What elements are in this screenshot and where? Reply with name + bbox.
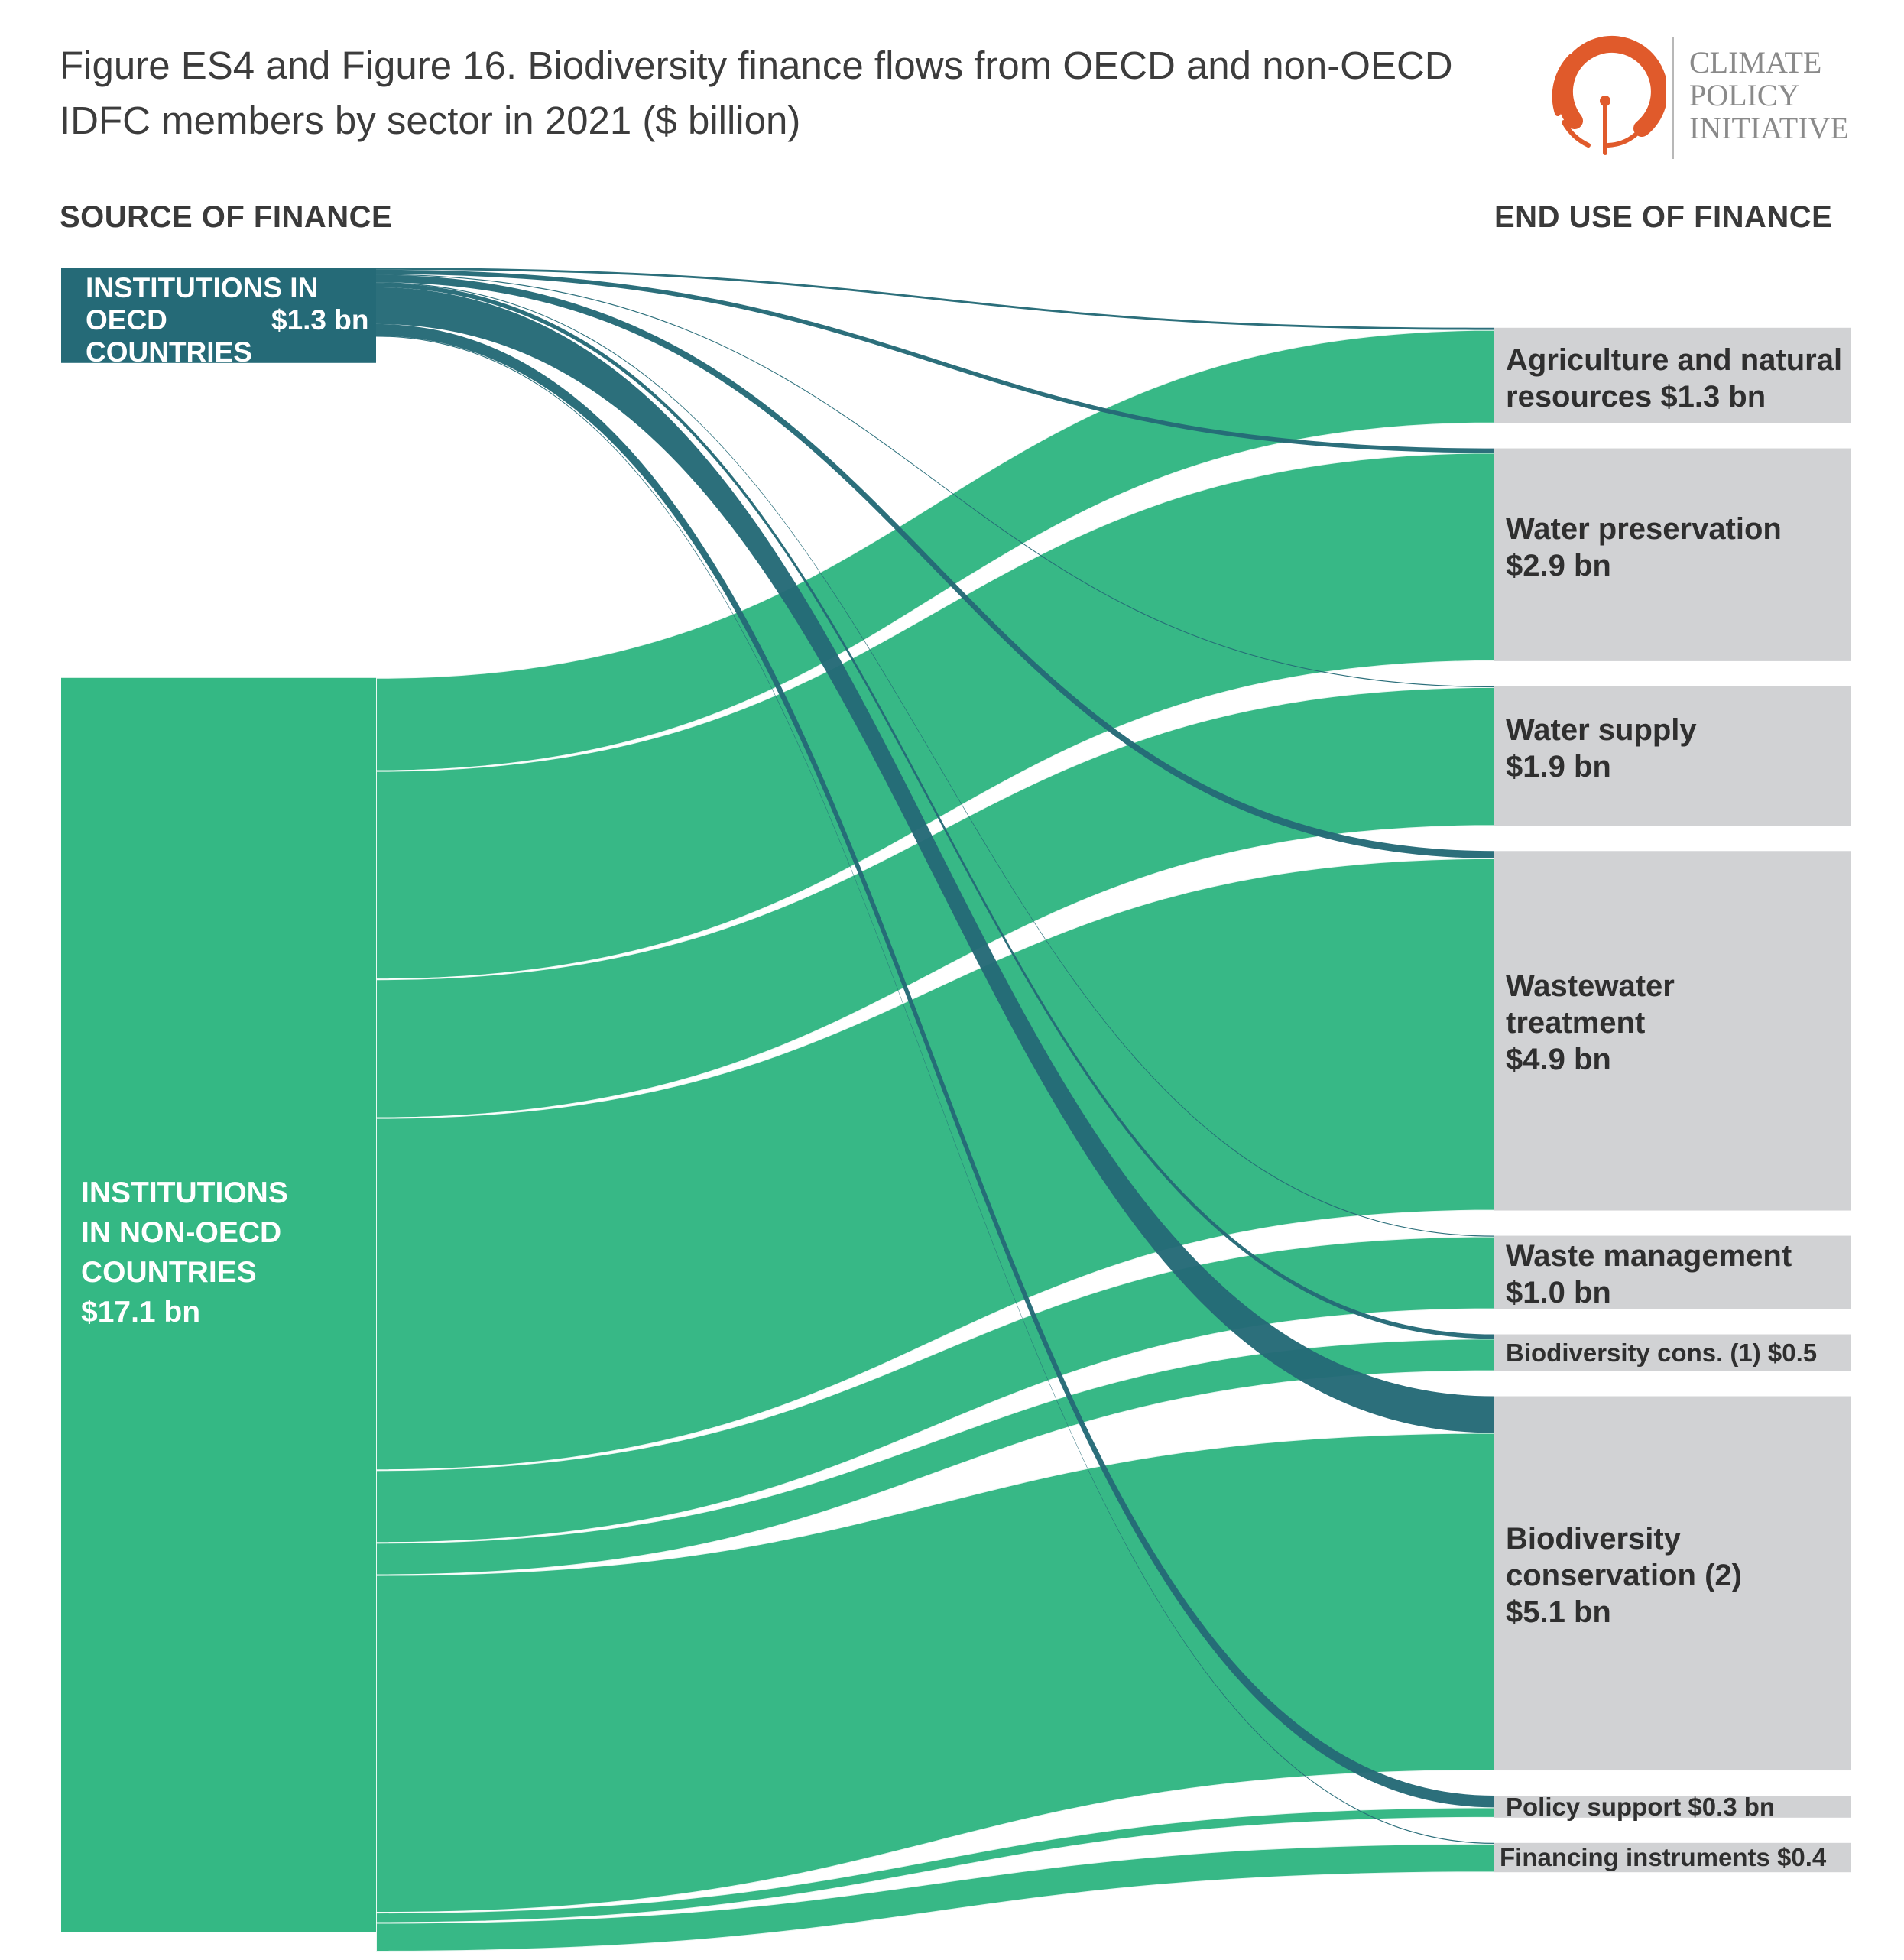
source-header: SOURCE OF FINANCE bbox=[60, 200, 393, 234]
source-label-line: OECD bbox=[86, 304, 167, 336]
target-label-line: resources $1.3 bn bbox=[1506, 380, 1766, 414]
link-non_oecd-policy bbox=[375, 1806, 1495, 1924]
target-label-line: $4.9 bn bbox=[1506, 1043, 1611, 1076]
target-label-line: treatment bbox=[1506, 1006, 1646, 1040]
target-label-wastewater: Wastewater treatment $4.9 bn bbox=[1506, 968, 1675, 1078]
nodes bbox=[61, 268, 1851, 1932]
source-value-oecd: $1.3 bn bbox=[271, 304, 369, 336]
link-non_oecd-water_pres bbox=[375, 452, 1495, 981]
link-oecd-policy bbox=[376, 323, 1494, 1808]
target-label-agri: Agriculture and natural resources $1.3 bn bbox=[1506, 342, 1842, 415]
logo-text: CLIMATE POLICY INITIATIVE bbox=[1689, 45, 1849, 145]
source-label-line: INSTITUTIONS IN bbox=[86, 272, 319, 303]
target-label-line: Biodiversity cons. (1) $0.5 bbox=[1506, 1339, 1818, 1367]
source-label-line: INSTITUTIONS bbox=[81, 1176, 288, 1209]
end-use-header: END USE OF FINANCE bbox=[1494, 200, 1833, 234]
target-node-water_supply bbox=[1494, 686, 1851, 826]
link-non_oecd-wastewater bbox=[375, 857, 1495, 1472]
source-node-non_oecd bbox=[61, 677, 376, 1932]
target-node-wastewater bbox=[1494, 851, 1851, 1211]
links bbox=[375, 268, 1495, 1952]
link-oecd-agri bbox=[376, 268, 1494, 330]
link-oecd-water_supply bbox=[376, 274, 1494, 688]
target-label-water_supply: Water supply $1.9 bn bbox=[1506, 712, 1697, 785]
link-oecd-water_pres bbox=[376, 269, 1494, 453]
target-node-bio2 bbox=[1494, 1396, 1851, 1771]
target-node-policy bbox=[1494, 1796, 1851, 1818]
link-oecd-wastewater bbox=[376, 274, 1494, 858]
climate-policy-initiative-logo: CLIMATE POLICY INITIATIVE bbox=[1544, 31, 1880, 168]
source-label-line: $17.1 bn bbox=[81, 1296, 201, 1329]
target-label-bio1: Biodiversity cons. (1) $0.5 bbox=[1506, 1339, 1817, 1368]
target-label-policy: Policy support $0.3 bn bbox=[1506, 1793, 1775, 1822]
target-label-line: Water supply bbox=[1506, 713, 1697, 747]
logo-divider bbox=[1672, 37, 1674, 159]
link-non_oecd-bio2 bbox=[375, 1432, 1495, 1914]
target-node-fin bbox=[1494, 1842, 1851, 1873]
target-label-line: Wastewater bbox=[1506, 969, 1675, 1003]
link-oecd-waste bbox=[376, 282, 1494, 1237]
source-node-oecd bbox=[61, 268, 376, 363]
target-label-line: Financing instruments $0.4 bbox=[1500, 1843, 1827, 1871]
logo-ring-icon bbox=[1552, 35, 1668, 155]
link-oecd-bio2 bbox=[376, 287, 1494, 1433]
target-label-line: conservation (2) bbox=[1506, 1559, 1742, 1592]
target-label-line: Water preservation bbox=[1506, 512, 1782, 546]
link-non_oecd-bio1 bbox=[375, 1338, 1495, 1576]
source-label-line: COUNTRIES bbox=[86, 336, 252, 368]
link-oecd-fin bbox=[376, 336, 1494, 1845]
target-node-water_pres bbox=[1494, 448, 1851, 661]
link-oecd-bio1 bbox=[376, 283, 1494, 1339]
target-label-line: Agriculture and natural bbox=[1506, 343, 1843, 377]
source-label-line: IN NON-OECD bbox=[81, 1216, 282, 1249]
target-label-line: $2.9 bn bbox=[1506, 549, 1611, 582]
target-node-waste bbox=[1494, 1235, 1851, 1309]
source-label-line: COUNTRIES bbox=[81, 1256, 257, 1289]
target-node-bio1 bbox=[1494, 1334, 1851, 1371]
target-label-line: Waste management bbox=[1506, 1239, 1792, 1273]
target-label-water_pres: Water preservation $2.9 bn bbox=[1506, 511, 1782, 584]
target-label-line: Policy support $0.3 bn bbox=[1506, 1793, 1776, 1821]
chart-title: Figure ES4 and Figure 16. Biodiversity f… bbox=[60, 44, 1453, 142]
target-label-line: Biodiversity bbox=[1506, 1522, 1681, 1556]
target-label-waste: Waste management $1.0 bn bbox=[1506, 1238, 1792, 1311]
target-label-line: $1.9 bn bbox=[1506, 750, 1611, 784]
target-label-fin: Financing instruments $0.4 bbox=[1500, 1843, 1826, 1872]
target-label-bio2: Biodiversity conservation (2) $5.1 bn bbox=[1506, 1520, 1742, 1631]
target-label-line: $5.1 bn bbox=[1506, 1595, 1611, 1629]
target-node-agri bbox=[1494, 327, 1851, 423]
target-label-line: $1.0 bn bbox=[1506, 1276, 1611, 1309]
source-label-non-oecd: INSTITUTIONS IN NON-OECD COUNTRIES $17.1 bn bbox=[81, 1173, 288, 1332]
source-label-oecd: INSTITUTIONS IN OECD COUNTRIES bbox=[86, 272, 318, 368]
